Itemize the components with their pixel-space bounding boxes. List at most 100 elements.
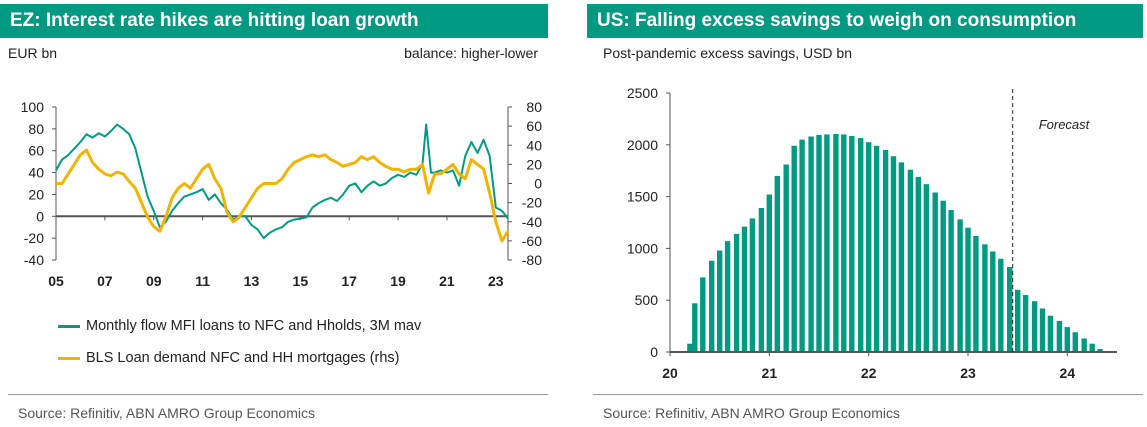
savings-bar bbox=[783, 164, 789, 352]
x-tick-label: 05 bbox=[48, 273, 64, 289]
savings-bar bbox=[1039, 308, 1046, 352]
x-tick-label: 23 bbox=[960, 365, 976, 381]
left-y-tick-label: 80 bbox=[28, 121, 44, 137]
savings-bar bbox=[866, 142, 872, 352]
right-chart-title: US: Falling excess savings to weigh on c… bbox=[587, 4, 1143, 38]
right-axis-unit-label: balance: higher-lower bbox=[404, 45, 538, 61]
savings-bar bbox=[923, 184, 929, 352]
x-tick-label: 22 bbox=[861, 365, 877, 381]
savings-bar bbox=[758, 208, 765, 352]
savings-bar bbox=[749, 218, 756, 352]
savings-bar bbox=[733, 233, 740, 352]
series-line-bls bbox=[56, 148, 510, 243]
right-subtitle: Post-pandemic excess savings, USD bn bbox=[603, 45, 852, 61]
savings-bar bbox=[898, 162, 905, 352]
x-tick-label: 21 bbox=[762, 365, 778, 381]
savings-bar bbox=[982, 244, 988, 352]
savings-bar bbox=[808, 136, 814, 352]
savings-bar bbox=[1081, 338, 1087, 352]
x-tick-label: 07 bbox=[97, 273, 113, 289]
right-y-tick-label: 60 bbox=[526, 118, 542, 134]
left-y-tick-label: 100 bbox=[21, 99, 45, 115]
legend-swatch-loans bbox=[58, 325, 80, 328]
savings-bar bbox=[841, 134, 847, 352]
us-savings-chart: 2500 2000 1500 1000 500 020 21 22 23 24 Forecast bbox=[627, 85, 1117, 381]
right-y-tick-label: 40 bbox=[526, 137, 542, 153]
savings-bar bbox=[882, 150, 889, 352]
x-tick-label: 15 bbox=[293, 273, 309, 289]
y-tick-label: 2500 bbox=[627, 85, 658, 101]
savings-bar bbox=[940, 200, 946, 352]
left-y-tick-label: 20 bbox=[28, 186, 44, 202]
savings-bar bbox=[1056, 320, 1063, 352]
savings-bar bbox=[799, 139, 805, 352]
savings-bar bbox=[890, 156, 897, 352]
x-tick-label: 20 bbox=[662, 365, 678, 381]
y-tick-label: 500 bbox=[635, 292, 659, 308]
y-tick-label: 0 bbox=[650, 344, 658, 360]
savings-bar bbox=[824, 134, 830, 352]
right-panel: US: Falling excess savings to weigh on c… bbox=[587, 0, 1147, 427]
x-tick-label: 13 bbox=[244, 273, 260, 289]
left-y-tick-label: 60 bbox=[28, 143, 44, 159]
savings-bar bbox=[774, 175, 780, 352]
savings-bar bbox=[998, 258, 1004, 352]
savings-bar bbox=[965, 227, 971, 352]
savings-bar bbox=[766, 194, 772, 352]
savings-bar bbox=[1097, 348, 1103, 352]
savings-bar bbox=[1031, 301, 1038, 352]
savings-bar bbox=[1022, 295, 1029, 352]
x-tick-label: 09 bbox=[146, 273, 162, 289]
x-tick-label: 11 bbox=[195, 273, 210, 289]
savings-bar bbox=[907, 169, 914, 352]
savings-bar bbox=[1072, 332, 1078, 352]
right-y-tick-label: 0 bbox=[534, 176, 542, 192]
savings-bar bbox=[816, 135, 822, 352]
savings-bar bbox=[932, 192, 938, 352]
legend-label-bls: BLS Loan demand NFC and HH mortgages (rh… bbox=[86, 350, 400, 366]
savings-bar bbox=[1064, 327, 1070, 352]
savings-bar bbox=[741, 226, 748, 352]
left-chart-title: EZ: Interest rate hikes are hitting loan… bbox=[0, 4, 548, 38]
savings-bar bbox=[724, 241, 731, 352]
savings-bar bbox=[948, 210, 954, 352]
forecast-label: Forecast bbox=[1039, 117, 1091, 132]
savings-bar bbox=[1089, 343, 1095, 352]
left-y-tick-label: 40 bbox=[28, 165, 44, 181]
left-y-tick-label: -40 bbox=[24, 252, 44, 268]
legend-swatch-bls bbox=[58, 357, 80, 360]
savings-bar bbox=[692, 303, 698, 352]
savings-bar bbox=[849, 136, 855, 352]
y-tick-label: 1000 bbox=[627, 240, 658, 256]
savings-bar bbox=[1007, 267, 1013, 352]
savings-bar bbox=[858, 138, 864, 352]
savings-bar bbox=[717, 250, 723, 352]
savings-bar bbox=[833, 133, 839, 352]
series-line-loans bbox=[55, 123, 509, 240]
savings-bar bbox=[957, 219, 963, 352]
left-y-tick-label: 0 bbox=[36, 208, 44, 224]
savings-bar bbox=[1015, 289, 1021, 352]
left-y-tick-label: -20 bbox=[24, 230, 44, 246]
x-tick-label: 21 bbox=[439, 273, 455, 289]
savings-bar bbox=[990, 251, 996, 352]
left-unit-label: EUR bn bbox=[8, 45, 58, 61]
right-source: Source: Refinitiv, ABN AMRO Group Econom… bbox=[603, 405, 900, 421]
x-tick-label: 17 bbox=[341, 273, 357, 289]
ez-loan-chart: 100 80 60 40 20 0 -20 -40 80 60 40 20 0 -20 -40 -60 -80 0… bbox=[21, 99, 543, 289]
savings-bar bbox=[1047, 315, 1054, 352]
left-panel: EZ: Interest rate hikes are hitting loan… bbox=[0, 0, 548, 427]
left-source-divider bbox=[8, 394, 548, 395]
right-y-tick-label: -20 bbox=[522, 195, 542, 211]
right-y-tick-label: 80 bbox=[526, 99, 542, 115]
x-tick-label: 19 bbox=[390, 273, 406, 289]
left-source: Source: Refinitiv, ABN AMRO Group Econom… bbox=[18, 405, 315, 421]
savings-bar bbox=[700, 277, 706, 352]
savings-bar bbox=[873, 145, 880, 352]
savings-bar bbox=[709, 260, 715, 352]
right-y-tick-label: -60 bbox=[522, 233, 542, 249]
y-tick-label: 2000 bbox=[627, 137, 658, 153]
right-y-tick-label: 20 bbox=[526, 156, 542, 172]
right-source-divider bbox=[593, 394, 1143, 395]
savings-bar bbox=[791, 145, 797, 352]
